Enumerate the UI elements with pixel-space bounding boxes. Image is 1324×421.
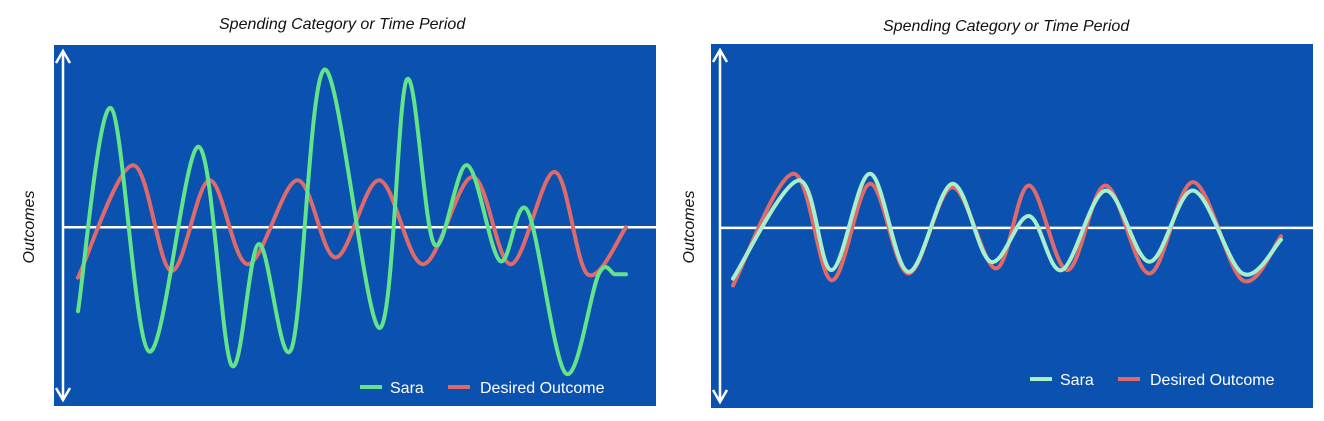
y-axis-arrow-down <box>711 389 729 405</box>
chart-plot-right: Sara Desired Outcome <box>711 44 1313 408</box>
chart-title-left: Spending Category or Time Period <box>219 16 466 33</box>
y-axis-label-right: Outcomes <box>681 190 698 264</box>
series-line-sara <box>76 67 628 376</box>
legend: Sara Desired Outcome <box>1030 372 1275 389</box>
chart-title-right: Spending Category or Time Period <box>883 18 1130 35</box>
y-axis-arrow-up <box>711 47 729 63</box>
series-line-sara <box>731 171 1283 281</box>
legend-label-desired-outcome: Desired Outcome <box>480 380 605 397</box>
legend-label-sara: Sara <box>1060 372 1094 389</box>
y-axis-label-left: Outcomes <box>21 190 38 264</box>
legend-label-sara: Sara <box>390 380 424 397</box>
chart-plot-left: Sara Desired Outcome <box>54 45 656 406</box>
legend: Sara Desired Outcome <box>360 380 605 397</box>
y-axis-arrow-up <box>54 48 72 64</box>
legend-label-desired-outcome: Desired Outcome <box>1150 372 1275 389</box>
y-axis-arrow-down <box>54 387 72 403</box>
